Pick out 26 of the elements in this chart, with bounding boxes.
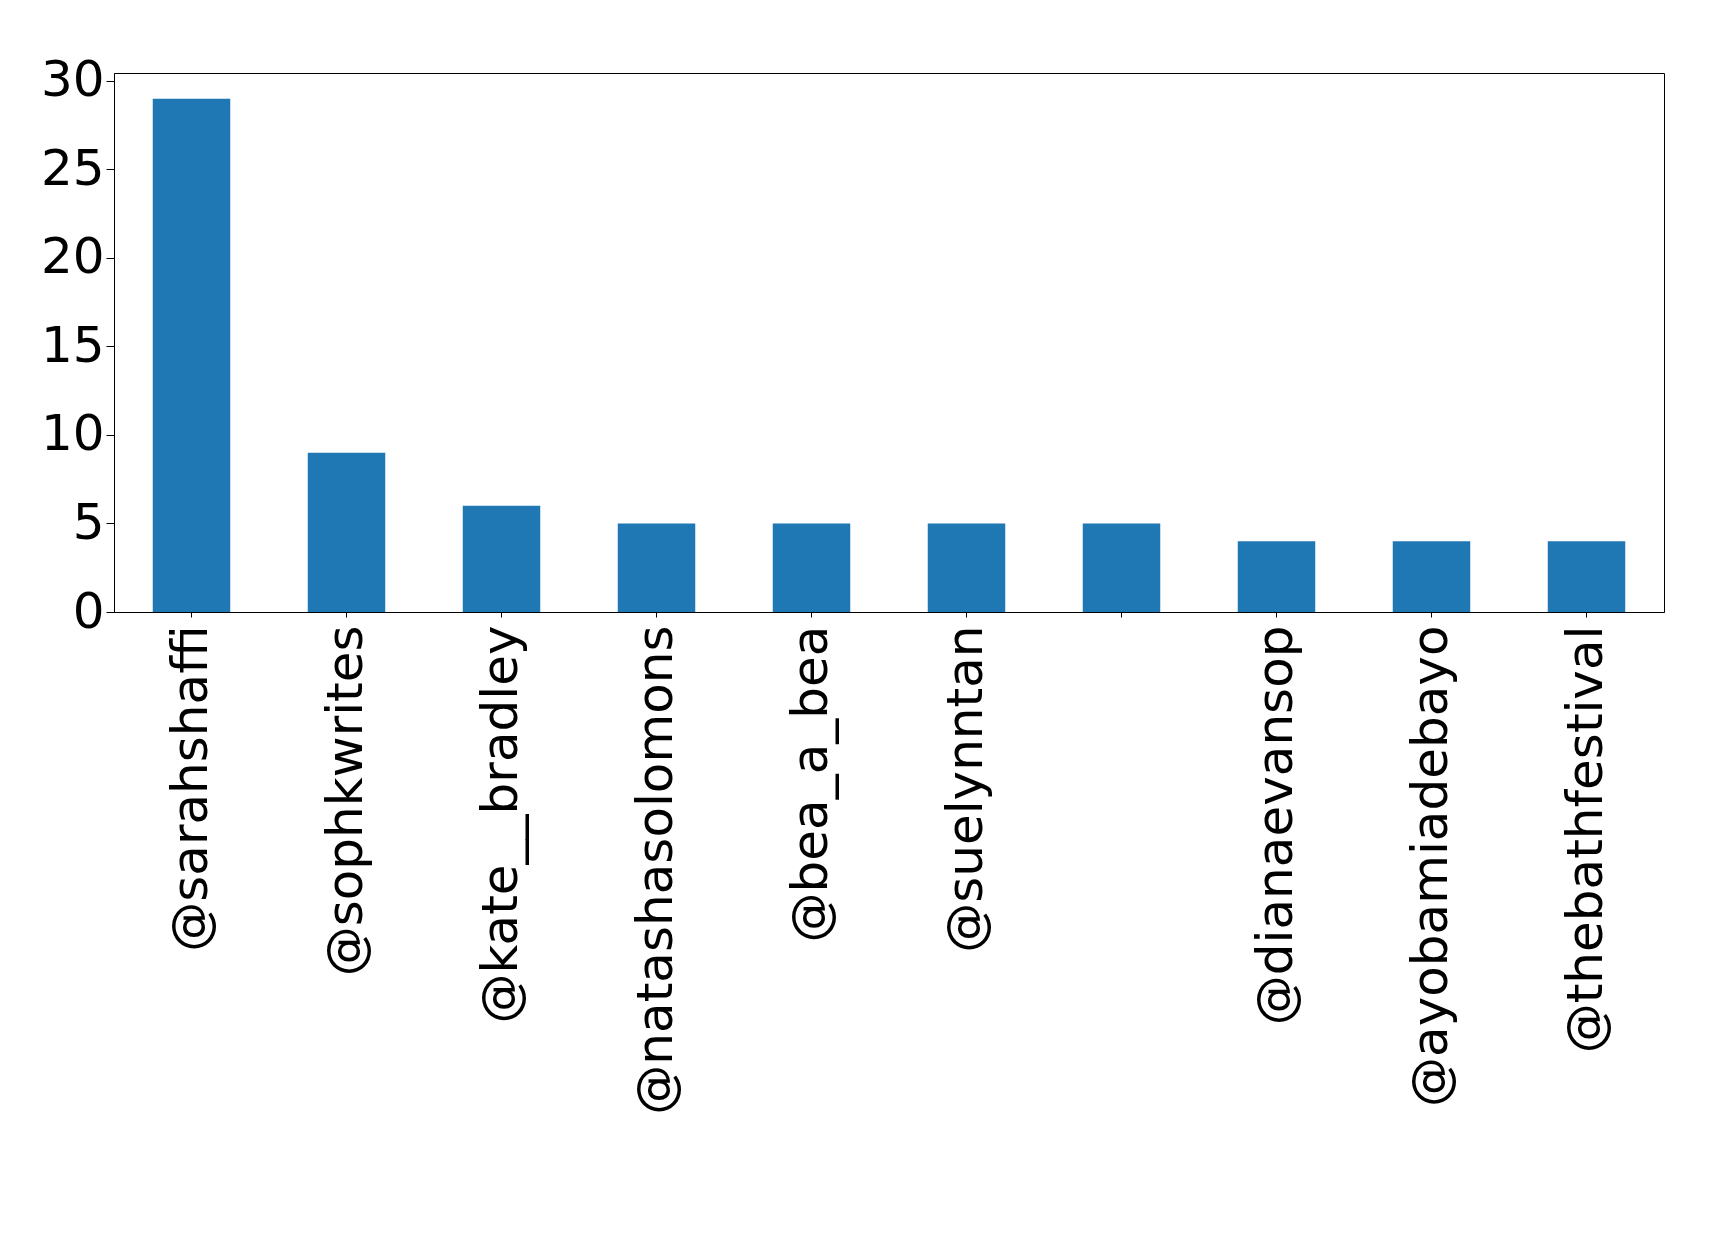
y-tick-label: 25	[40, 138, 105, 197]
x-tick-label: @sarahshaffi	[160, 625, 219, 952]
bar	[1392, 541, 1471, 612]
bar	[1547, 541, 1626, 612]
bar	[1237, 541, 1316, 612]
bar	[307, 452, 386, 612]
x-tick-label: @kate__bradley	[470, 625, 529, 1024]
y-tick-label: 5	[72, 492, 105, 551]
bar	[617, 523, 696, 612]
y-tick-label: 15	[40, 315, 105, 374]
x-tick-label: @thebathfestival	[1555, 625, 1614, 1054]
y-tick-label: 20	[40, 227, 105, 286]
y-tick-label: 0	[72, 581, 105, 640]
x-tick-label: @ayobamiadebayo	[1400, 625, 1459, 1107]
bar	[462, 505, 541, 612]
y-tick-label: 10	[40, 404, 105, 463]
x-tick-label: @bea_a_bea	[780, 625, 839, 943]
x-tick-label: @suelynntan	[935, 625, 994, 953]
x-tick-label: @sophkwrites	[315, 625, 374, 977]
y-tick-label: 30	[40, 50, 105, 109]
bar	[1082, 523, 1161, 612]
x-tick-label: @natashasolomons	[625, 625, 684, 1115]
bar	[927, 523, 1006, 612]
bar	[772, 523, 851, 612]
x-tick-label: @dianaevansop	[1245, 625, 1304, 1026]
bar	[152, 98, 231, 612]
